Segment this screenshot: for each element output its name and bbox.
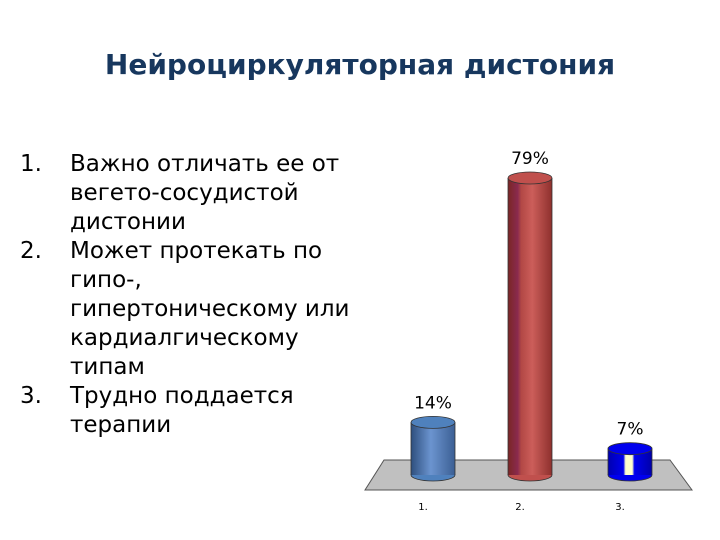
list-item-number: 1.	[20, 151, 42, 177]
data-label-1: 14%	[414, 393, 452, 413]
category-label-3: 3.	[615, 502, 625, 513]
list-item: 3. Трудно поддается терапии	[20, 382, 370, 440]
list-item: 1. Важно отличать ее от вегето-сосудисто…	[20, 150, 370, 237]
list-item-number: 2.	[20, 238, 42, 264]
bar-1	[410, 415, 456, 482]
list-item: 2. Может протекать по гипо-, гипертониче…	[20, 237, 370, 382]
data-label-2: 79%	[511, 149, 549, 169]
bar-3	[607, 442, 653, 482]
category-label-1: 1.	[418, 502, 428, 513]
list-item-text: Может протекать по гипо-, гипертоническо…	[70, 238, 350, 380]
list-item-number: 3.	[20, 383, 42, 409]
list-item-text: Важно отличать ее от вегето-сосудистой д…	[70, 151, 340, 235]
point-list: 1. Важно отличать ее от вегето-сосудисто…	[20, 150, 370, 440]
data-label-3: 7%	[617, 420, 644, 440]
bar-2	[507, 171, 553, 482]
category-label-2: 2.	[515, 502, 525, 513]
list-item-text: Трудно поддается терапии	[70, 383, 294, 438]
page-title: Нейроциркуляторная дистония	[104, 48, 616, 81]
